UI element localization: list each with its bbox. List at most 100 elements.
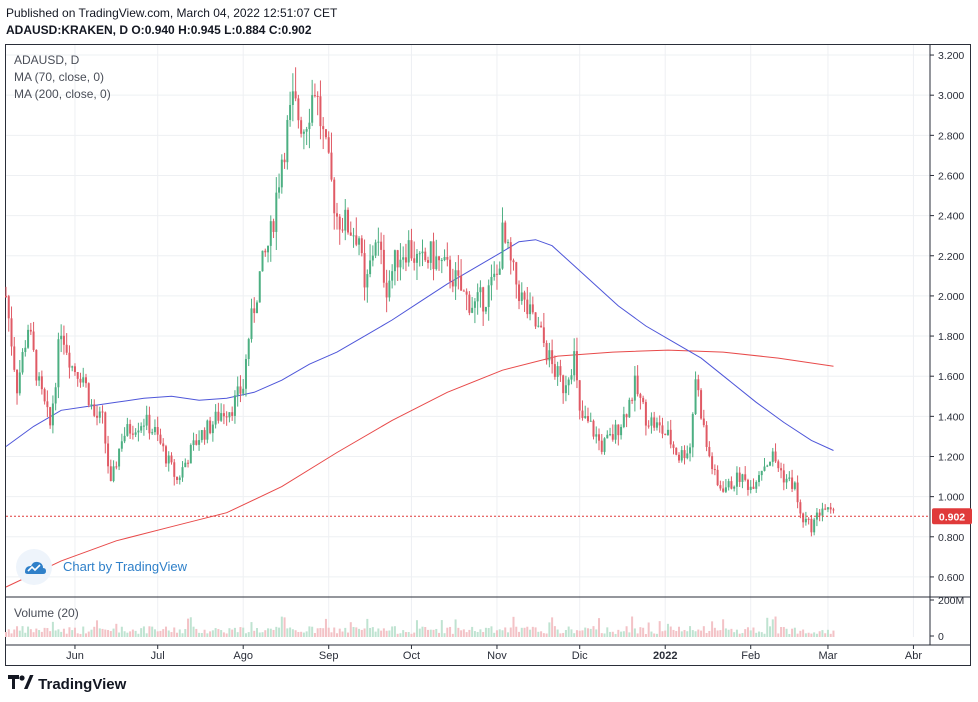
candle-body — [7, 296, 10, 319]
tradingview-badge[interactable]: Chart by TradingView — [16, 547, 206, 587]
time-tick-label: Mar — [818, 650, 837, 662]
volume-bar — [413, 632, 416, 637]
volume-bar — [432, 629, 435, 637]
candle-body — [471, 307, 474, 313]
candle-body — [162, 443, 165, 447]
volume-bar — [399, 633, 402, 637]
candle-body — [79, 378, 82, 383]
volume-bar — [410, 633, 413, 637]
candle-body — [724, 487, 727, 492]
candle-body — [244, 359, 247, 389]
candle-body — [606, 434, 609, 439]
volume-bar — [807, 632, 810, 637]
candle-body — [689, 447, 692, 454]
time-tick-label: Ago — [233, 650, 253, 662]
volume-bar — [93, 626, 96, 637]
volume-bar — [278, 627, 281, 637]
candle-body — [294, 91, 297, 99]
volume-bar — [611, 631, 614, 637]
candle-body — [319, 96, 322, 127]
volume-bar — [178, 629, 181, 637]
volume-bar — [27, 626, 30, 637]
volume-bar — [639, 627, 642, 637]
candle-body — [327, 137, 330, 153]
volume-bar — [653, 633, 656, 637]
candle-body — [680, 450, 683, 461]
candle-body — [10, 318, 13, 347]
candle-body — [432, 241, 435, 270]
candle-body — [206, 420, 209, 440]
volume-bar — [471, 626, 474, 637]
volume-bar — [118, 632, 121, 637]
ma70-path — [5, 239, 834, 451]
candle-body — [369, 260, 372, 275]
badge-text[interactable]: Chart by TradingView — [63, 559, 188, 574]
volume-bar — [647, 622, 650, 637]
volume-tick-label: 200M — [938, 595, 964, 607]
low-label: L: — [224, 23, 236, 37]
volume-bar — [782, 627, 785, 637]
volume-bar — [280, 616, 283, 637]
volume-bar — [164, 626, 167, 637]
volume-bar — [385, 630, 388, 637]
volume-bar — [151, 626, 154, 637]
volume-bar — [435, 628, 438, 637]
candle-body — [711, 456, 714, 470]
volume-bar — [650, 631, 653, 637]
candle-body — [443, 256, 446, 261]
chart-frame[interactable] — [5, 44, 971, 666]
volume-bar — [324, 618, 327, 637]
volume-bar — [506, 632, 509, 637]
volume-bar — [424, 627, 427, 637]
candle-body — [363, 253, 366, 288]
volume-bar — [774, 616, 777, 637]
candle-body — [427, 260, 430, 263]
volume-bar — [192, 626, 195, 637]
volume-bar — [457, 627, 460, 637]
volume-bar — [272, 629, 275, 637]
footer-logo[interactable]: TradingView — [8, 675, 126, 695]
candle-body — [603, 438, 606, 452]
candle-body — [115, 466, 118, 468]
volume-bar — [244, 633, 247, 637]
ma70-line — [5, 239, 834, 451]
candle-body — [730, 481, 733, 489]
price-tick-label: 1.200 — [938, 451, 964, 463]
volume-bar — [829, 633, 832, 637]
candle-body — [719, 485, 722, 489]
candle-body — [302, 131, 305, 134]
volume-bar — [617, 629, 620, 637]
candle-body — [694, 379, 697, 415]
volume-bar — [788, 633, 791, 637]
candle-body — [424, 251, 427, 261]
candle-body — [410, 240, 413, 259]
last-price-label: 0.902 — [939, 511, 965, 523]
candle-body — [504, 222, 507, 243]
volume-bar — [60, 631, 63, 637]
volume-bar — [145, 633, 148, 637]
volume-bar — [493, 632, 496, 637]
volume-bar — [620, 631, 623, 637]
volume-bar — [512, 616, 515, 637]
price-tick-label: 2.200 — [938, 251, 964, 263]
candle-body — [93, 404, 96, 416]
volume-bar — [796, 633, 799, 637]
candle-body — [655, 422, 658, 428]
price-tick-label: 0.600 — [938, 572, 964, 584]
candle-body — [101, 411, 104, 413]
volume-bar — [51, 621, 54, 637]
volume-bar — [713, 627, 716, 637]
candle-body — [269, 221, 272, 246]
close-value: 0.902 — [281, 23, 312, 37]
volume-bar — [799, 630, 802, 637]
candle-body — [167, 455, 170, 464]
candle-body — [46, 401, 49, 408]
candle-body — [104, 412, 107, 444]
price-tick-label: 2.600 — [938, 170, 964, 182]
volume-bar — [821, 630, 824, 637]
candle-body — [283, 159, 286, 163]
candle-body — [222, 413, 225, 417]
candle-body — [43, 389, 46, 402]
price-tick-label: 2.400 — [938, 211, 964, 223]
